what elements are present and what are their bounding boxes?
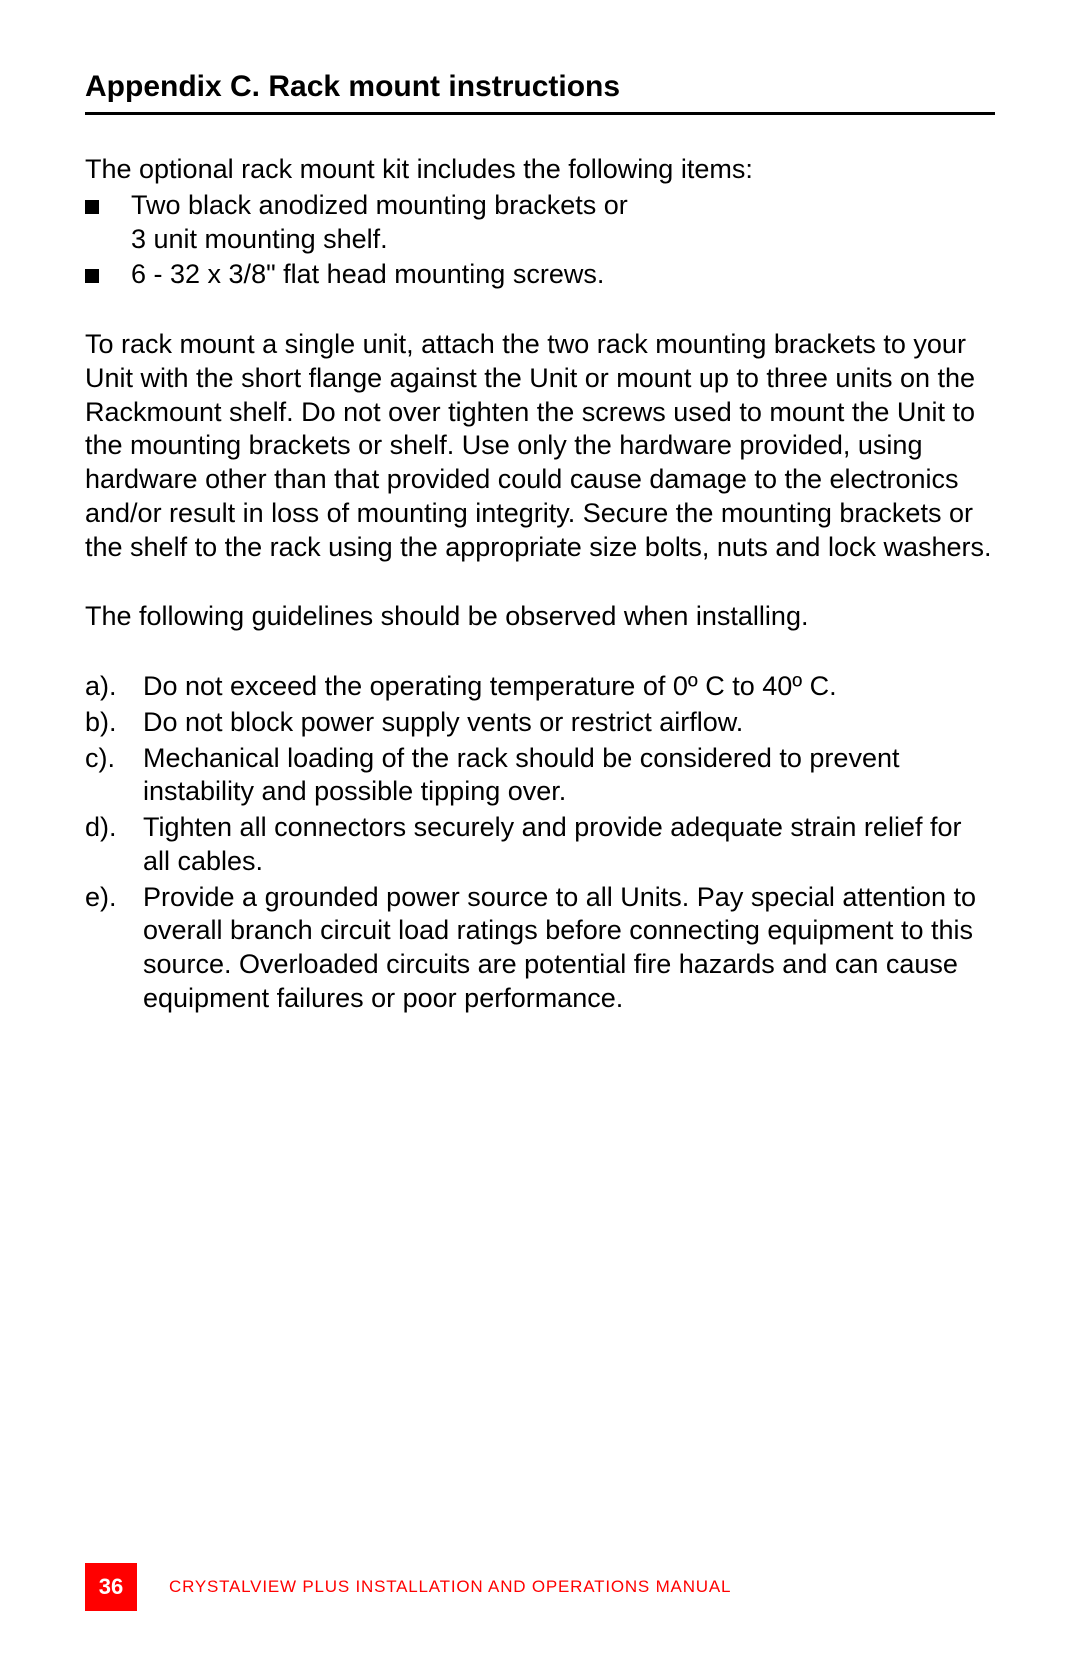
list-marker: d). <box>85 811 143 879</box>
square-bullet-icon <box>85 189 131 257</box>
list-marker: c). <box>85 742 143 810</box>
intro-text: The optional rack mount kit includes the… <box>85 153 995 187</box>
bullet-line: Two black anodized mounting brackets or <box>131 190 628 220</box>
list-marker: a). <box>85 670 143 704</box>
bullet-text: 6 - 32 x 3/8" flat head mounting screws. <box>131 258 995 292</box>
bullet-item: 6 - 32 x 3/8" flat head mounting screws. <box>85 258 995 292</box>
lettered-list: a). Do not exceed the operating temperat… <box>85 670 995 1016</box>
list-item: c). Mechanical loading of the rack shoul… <box>85 742 995 810</box>
page-title: Appendix C. Rack mount instructions <box>85 70 995 115</box>
list-marker: b). <box>85 706 143 740</box>
list-marker: e). <box>85 881 143 1016</box>
paragraph-2: The following guidelines should be obser… <box>85 600 995 634</box>
footer-label: CRYSTALVIEW PLUS INSTALLATION AND OPERAT… <box>169 1577 731 1597</box>
page-container: Appendix C. Rack mount instructions The … <box>0 0 1080 1016</box>
square-bullet-icon <box>85 258 131 292</box>
list-item: e). Provide a grounded power source to a… <box>85 881 995 1016</box>
list-item: d). Tighten all connectors securely and … <box>85 811 995 879</box>
list-item: a). Do not exceed the operating temperat… <box>85 670 995 704</box>
bullet-text: Two black anodized mounting brackets or … <box>131 189 995 257</box>
list-text: Mechanical loading of the rack should be… <box>143 742 995 810</box>
list-item: b). Do not block power supply vents or r… <box>85 706 995 740</box>
bullet-list: Two black anodized mounting brackets or … <box>85 189 995 292</box>
bullet-line: 3 unit mounting shelf. <box>131 224 388 254</box>
list-text: Do not exceed the operating temperature … <box>143 670 995 704</box>
paragraph-1: To rack mount a single unit, attach the … <box>85 328 995 564</box>
list-text: Do not block power supply vents or restr… <box>143 706 995 740</box>
page-number: 36 <box>85 1563 137 1611</box>
bullet-item: Two black anodized mounting brackets or … <box>85 189 995 257</box>
list-text: Tighten all connectors securely and prov… <box>143 811 995 879</box>
list-text: Provide a grounded power source to all U… <box>143 881 995 1016</box>
page-footer: 36 CRYSTALVIEW PLUS INSTALLATION AND OPE… <box>85 1563 731 1611</box>
